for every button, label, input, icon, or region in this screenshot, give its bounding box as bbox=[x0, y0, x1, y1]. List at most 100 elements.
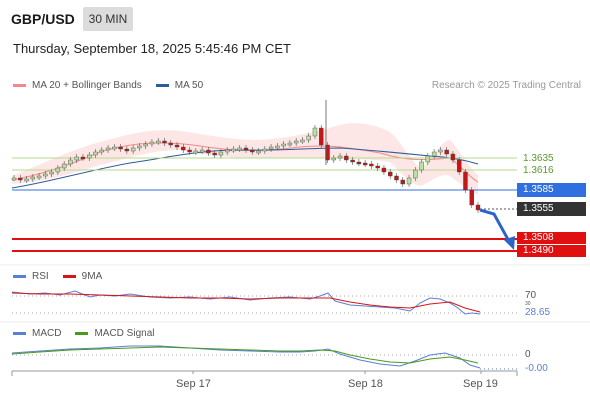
chart-datetime: Thursday, September 18, 2025 5:45:46 PM … bbox=[13, 41, 291, 56]
candle bbox=[55, 167, 61, 173]
x-axis-label-sep19: Sep 19 bbox=[463, 378, 498, 390]
pivot-price-badge: 1.3585 bbox=[517, 183, 586, 197]
candle bbox=[18, 177, 23, 181]
candle bbox=[375, 165, 380, 169]
candle bbox=[181, 146, 186, 151]
candle bbox=[275, 145, 280, 149]
candle bbox=[331, 157, 336, 161]
candle bbox=[112, 146, 117, 150]
ma50-swatch bbox=[155, 84, 169, 87]
candle bbox=[406, 177, 412, 185]
candle bbox=[400, 179, 405, 185]
candle bbox=[174, 144, 180, 148]
candle bbox=[287, 142, 293, 146]
candle bbox=[118, 146, 123, 150]
candle bbox=[381, 167, 387, 173]
macd-value: -0.00 bbox=[525, 363, 548, 374]
support2-badge: 1.3490 bbox=[517, 245, 586, 257]
macd-signal-line bbox=[11, 346, 479, 364]
candle bbox=[156, 140, 161, 144]
macd-line bbox=[11, 345, 481, 369]
rsi-level-high: 70 bbox=[525, 290, 537, 301]
macd-signal-legend-label: MACD Signal bbox=[94, 328, 155, 339]
resistance1-label: 1.3616 bbox=[523, 165, 554, 176]
candle bbox=[325, 144, 330, 161]
candle bbox=[43, 173, 48, 177]
candle bbox=[319, 127, 324, 146]
candle bbox=[237, 147, 242, 151]
candle bbox=[444, 149, 449, 155]
candle bbox=[425, 155, 431, 163]
candle bbox=[218, 151, 224, 156]
candle bbox=[74, 156, 79, 161]
candle bbox=[224, 149, 230, 153]
candle bbox=[30, 176, 36, 180]
candle bbox=[243, 147, 249, 151]
candle bbox=[162, 140, 167, 144]
candle bbox=[463, 171, 468, 191]
macd-signal-swatch bbox=[75, 332, 89, 335]
candle bbox=[456, 159, 462, 173]
ma20-legend-label: MA 20 + Bollinger Bands bbox=[32, 80, 142, 91]
support1-badge: 1.3508 bbox=[517, 232, 586, 244]
timeframe-button[interactable]: 30 MIN bbox=[83, 7, 133, 31]
candle bbox=[362, 162, 368, 166]
candle bbox=[130, 147, 136, 152]
candle bbox=[475, 204, 481, 211]
x-axis-label-sep17: Sep 17 bbox=[176, 378, 211, 390]
rsi-swatch bbox=[13, 275, 26, 278]
current-price-badge: 1.3555 bbox=[517, 202, 586, 216]
candle bbox=[124, 148, 130, 152]
candle bbox=[300, 139, 305, 143]
candle bbox=[369, 163, 374, 167]
price-legend: MA 20 + Bollinger Bands MA 50 bbox=[13, 80, 203, 91]
macd-legend: MACD MACD Signal bbox=[13, 328, 154, 339]
candle bbox=[388, 171, 393, 177]
candle bbox=[306, 135, 311, 141]
candle bbox=[344, 155, 349, 161]
candle bbox=[438, 149, 443, 153]
macd-swatch bbox=[13, 332, 26, 335]
ma50-legend-label: MA 50 bbox=[174, 80, 204, 91]
candle bbox=[80, 156, 86, 160]
candle bbox=[11, 177, 17, 181]
candle bbox=[268, 146, 274, 150]
candle bbox=[231, 148, 236, 152]
ma20-swatch bbox=[13, 84, 26, 87]
candle bbox=[281, 143, 286, 147]
candle bbox=[256, 150, 261, 154]
candle bbox=[293, 140, 299, 144]
x-axis-label-sep18: Sep 18 bbox=[348, 378, 383, 390]
candle bbox=[262, 148, 268, 152]
candle bbox=[206, 149, 211, 154]
candle bbox=[168, 142, 173, 146]
rsi-legend: RSI 9MA bbox=[13, 271, 102, 282]
candle bbox=[193, 150, 199, 154]
candle bbox=[431, 151, 437, 157]
candle bbox=[312, 127, 318, 137]
candle bbox=[137, 145, 142, 149]
bollinger-band bbox=[12, 123, 478, 195]
candle bbox=[68, 159, 73, 165]
candle bbox=[469, 189, 474, 206]
candle bbox=[212, 152, 217, 156]
candle bbox=[350, 159, 355, 163]
rsi-ma-legend-label: 9MA bbox=[81, 271, 103, 282]
forecast-arrow bbox=[479, 208, 512, 244]
candle bbox=[61, 163, 67, 169]
rsi-level-low: 30 bbox=[525, 301, 531, 307]
candle bbox=[87, 154, 92, 159]
candle bbox=[199, 149, 205, 153]
candle bbox=[250, 149, 255, 153]
candle bbox=[149, 141, 155, 145]
rsi-ma-line bbox=[11, 292, 481, 313]
macd-legend-label: MACD bbox=[32, 328, 62, 339]
candle bbox=[394, 175, 399, 181]
candle bbox=[143, 143, 148, 147]
research-credit: Research © 2025 Trading Central bbox=[431, 80, 581, 91]
candle bbox=[105, 147, 111, 151]
price-candles bbox=[11, 100, 481, 213]
resistance2-label: 1.3635 bbox=[523, 153, 554, 164]
currency-pair-title: GBP/USD bbox=[11, 11, 75, 27]
